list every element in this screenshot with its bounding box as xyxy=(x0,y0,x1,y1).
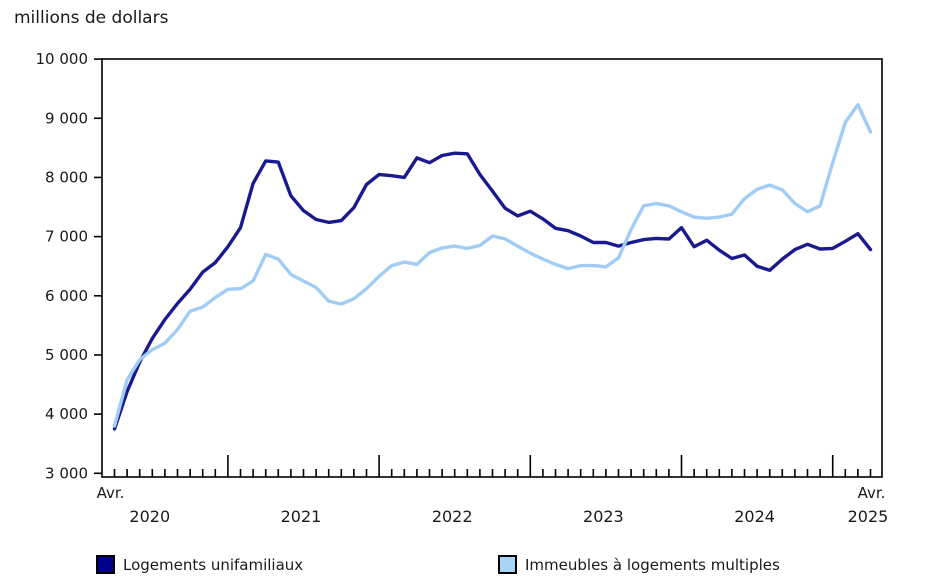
chart-title: millions de dollars xyxy=(14,8,169,28)
svg-text:9 000: 9 000 xyxy=(45,109,88,127)
legend-label: Immeubles à logements multiples xyxy=(525,555,780,574)
svg-text:Avr.: Avr. xyxy=(97,484,125,502)
svg-text:2022: 2022 xyxy=(432,507,473,526)
legend-label: Logements unifamiliaux xyxy=(123,555,304,574)
svg-text:8 000: 8 000 xyxy=(45,168,88,186)
svg-text:3 000: 3 000 xyxy=(45,464,88,482)
legend-item-unifamiliaux: Logements unifamiliaux xyxy=(96,555,303,574)
svg-text:2021: 2021 xyxy=(281,507,322,526)
legend-item-multiples: Immeubles à logements multiples xyxy=(498,555,780,574)
svg-text:7 000: 7 000 xyxy=(45,228,88,246)
svg-text:6 000: 6 000 xyxy=(45,287,88,305)
svg-text:2020: 2020 xyxy=(129,507,170,526)
svg-text:2023: 2023 xyxy=(583,507,624,526)
legend-swatch-navy xyxy=(96,555,115,574)
svg-text:10 000: 10 000 xyxy=(36,50,89,68)
svg-text:5 000: 5 000 xyxy=(45,346,88,364)
chart-legend: Logements unifamiliaux Immeubles à logem… xyxy=(0,551,936,581)
svg-text:4 000: 4 000 xyxy=(45,405,88,423)
svg-text:2025: 2025 xyxy=(848,507,889,526)
svg-text:2024: 2024 xyxy=(734,507,775,526)
legend-swatch-lightblue xyxy=(498,555,517,574)
svg-text:Avr.: Avr. xyxy=(858,484,886,502)
